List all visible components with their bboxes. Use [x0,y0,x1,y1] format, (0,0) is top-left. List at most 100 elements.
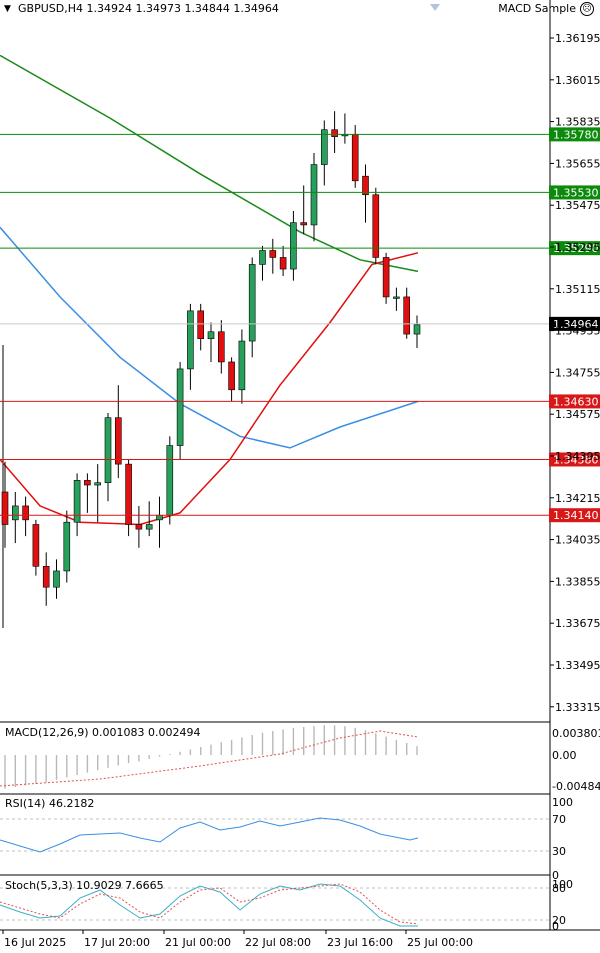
candle-body [32,524,40,567]
candle-body [156,514,163,521]
price-tick-label: 1.34755 [555,366,600,379]
stoch-scale-label: 80 [552,882,566,895]
level-price-label: 1.34140 [553,509,599,522]
level-price-tag [549,127,600,142]
candle-body [115,417,122,465]
macd-scale-label: -0.004842 [552,780,600,793]
stoch-scale-label: 100 [552,878,573,891]
candle-body [269,250,277,258]
macd-label: MACD(12,26,9) 0.001083 0.002494 [5,726,201,739]
candle-body [248,264,256,342]
stoch-label: Stoch(5,3,3) 10.9029 7.6665 [5,879,164,892]
time-tick-label: 23 Jul 16:00 [327,936,393,949]
price-tick-label: 1.33675 [555,617,600,630]
price-tick-label: 1.33315 [555,701,600,714]
candle-body [53,570,60,588]
level-price-label: 1.34380 [553,453,599,466]
candle-body [1,491,9,525]
candle-body [207,331,215,340]
price-tick-label: 1.34035 [555,534,600,547]
price-tick-label: 1.35835 [555,116,600,129]
stoch-scale-label: 20 [552,914,566,927]
level-price-label: 1.35290 [553,242,599,255]
price-tick-label: 1.34395 [555,450,600,463]
expert-name[interactable]: MACD Sample [498,2,576,15]
level-price-tag [549,508,600,523]
level-price-label: 1.35780 [553,128,599,141]
ma-mid-line [0,226,419,449]
ma-slow-line [0,54,419,273]
price-tick-label: 1.35295 [555,241,600,254]
candle-body [166,445,174,516]
candle-body [22,505,29,521]
chart-shift-marker-icon[interactable] [430,4,440,11]
current-price-tag [549,316,600,331]
price-tick-label: 1.35115 [555,283,600,296]
candle-body [372,194,380,258]
candle-body [187,310,194,370]
ma-fast-line [0,252,419,526]
stoch-signal-line [0,883,419,925]
candle-body [135,524,143,530]
candle-body [238,340,246,391]
candle-body [403,296,411,335]
candle-body [351,134,359,182]
symbol-info: GBPUSD,H4 1.34924 1.34973 1.34844 1.3496… [18,2,279,15]
level-price-tag [549,452,600,467]
time-tick-label: 22 Jul 08:00 [245,936,311,949]
candle-body [228,361,235,391]
candle-body [84,480,91,486]
price-tick-label: 1.34575 [555,408,600,421]
candle-body [12,505,19,521]
rsi-scale-label: 0 [552,869,559,882]
price-tick-label: 1.35475 [555,199,600,212]
price-tick-label: 1.36015 [555,74,600,87]
macd-signal-line [0,730,419,787]
price-tick-label: 1.34215 [555,492,600,505]
candle-body [290,222,297,270]
macd-scale-label: 0.00 [552,749,577,762]
candle-body [73,480,81,523]
candle-body [382,257,390,298]
level-price-label: 1.35530 [553,186,599,199]
candle-body [310,164,318,226]
price-tick-label: 1.36195 [555,32,600,45]
candle-body [63,521,71,572]
chart-menu-icon[interactable]: ▼ [4,4,11,14]
price-tick-label: 1.35655 [555,157,600,170]
candle-body [331,129,338,137]
candle-body [362,175,369,196]
time-tick-label: 17 Jul 20:00 [84,936,150,949]
rsi-scale-label: 70 [552,813,566,826]
candle-body [320,129,328,165]
time-tick-label: 16 Jul 2025 [4,936,66,949]
time-tick-label: 25 Jul 00:00 [407,936,473,949]
current-price-label: 1.34964 [553,318,599,331]
price-tick-label: 1.33495 [555,659,600,672]
candle-body [300,222,308,226]
candle-body [42,566,50,588]
chart-header: ▼ GBPUSD,H4 1.34924 1.34973 1.34844 1.34… [0,0,600,18]
rsi-scale-label: 30 [552,845,566,858]
candle-body [197,310,204,340]
price-tick-label: 1.34935 [555,325,600,338]
candle-body [413,324,421,335]
candle-body [279,257,287,270]
level-price-tag [549,394,600,409]
candle-body [104,417,112,484]
level-price-tag [549,185,600,200]
level-price-tag [549,241,600,256]
candle-body [94,482,101,486]
rsi-line [0,817,419,853]
stoch-scale-label: 0 [552,920,559,933]
candle-body [176,368,184,446]
macd-scale-label: 0.003801 [552,727,600,740]
frown-face-icon[interactable]: ☹ [580,2,594,16]
level-price-label: 1.34630 [553,395,599,408]
candle-body [393,296,400,299]
price-tick-label: 1.33855 [555,575,600,588]
candle-body [145,524,153,530]
candle-body [218,331,225,363]
